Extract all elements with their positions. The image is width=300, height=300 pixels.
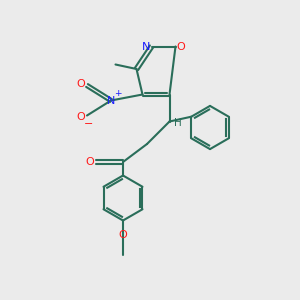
Text: O: O	[176, 41, 185, 52]
Text: N: N	[107, 95, 115, 106]
Text: O: O	[76, 112, 85, 122]
Text: −: −	[84, 119, 93, 129]
Text: H: H	[174, 118, 182, 128]
Text: O: O	[118, 230, 127, 241]
Text: O: O	[76, 79, 85, 89]
Text: N: N	[142, 41, 151, 52]
Text: O: O	[85, 157, 94, 167]
Text: +: +	[114, 89, 122, 98]
